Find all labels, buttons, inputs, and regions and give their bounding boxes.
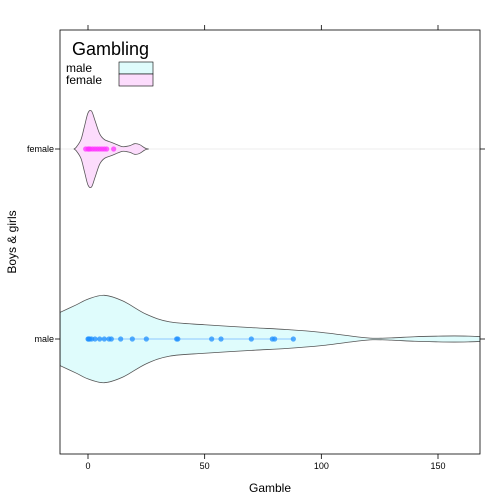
point-male-11 <box>143 336 149 342</box>
y-axis-label: Boys & girls <box>5 210 19 273</box>
y-tick-label-male: male <box>34 334 54 344</box>
point-male-5 <box>97 336 103 342</box>
point-male-18 <box>272 336 278 342</box>
point-male-13 <box>175 336 181 342</box>
points-layer <box>83 146 296 342</box>
point-male-14 <box>209 336 215 342</box>
x-axis: 0 50 100 150 <box>85 25 446 471</box>
x-axis-label: Gamble <box>249 481 291 495</box>
legend: Gambling male female <box>66 39 154 87</box>
point-male-19 <box>290 336 296 342</box>
legend-title: Gambling <box>72 39 149 59</box>
point-female-11 <box>111 146 117 152</box>
point-male-16 <box>248 336 254 342</box>
y-axis: male female <box>27 144 485 344</box>
x-tick-label: 100 <box>314 461 329 471</box>
point-female-10 <box>104 146 110 152</box>
plot-frame <box>59 29 481 455</box>
x-tick-label: 0 <box>85 461 90 471</box>
x-tick-label: 150 <box>430 461 445 471</box>
point-male-6 <box>101 336 107 342</box>
legend-swatch-male <box>118 61 154 75</box>
legend-label-male: male <box>66 61 92 75</box>
y-tick-label-female: female <box>27 144 54 154</box>
point-male-9 <box>118 336 124 342</box>
legend-label-female: female <box>66 73 102 87</box>
x-tick-label: 50 <box>200 461 210 471</box>
point-male-8 <box>108 336 114 342</box>
legend-swatch-female <box>118 73 154 87</box>
point-male-10 <box>129 336 135 342</box>
point-male-4 <box>92 336 98 342</box>
point-male-15 <box>218 336 224 342</box>
violins-layer <box>60 109 480 384</box>
